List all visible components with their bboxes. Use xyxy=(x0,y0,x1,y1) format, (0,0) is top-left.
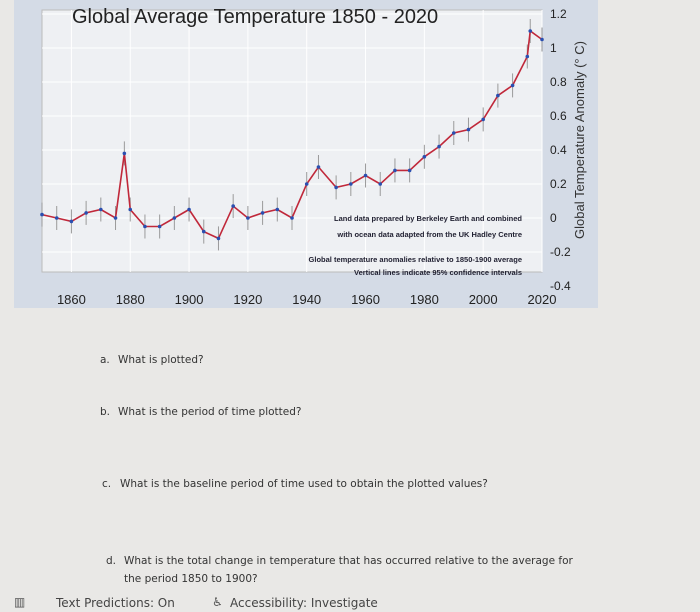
y-tick-labels: 1.2 1 0.8 0.6 0.4 0.2 0 -0.2 -0.4 xyxy=(550,7,571,293)
question-b: b. What is the period of time plotted? xyxy=(100,406,301,418)
y-tick-label-2: 0.8 xyxy=(550,75,567,89)
question-text: What is plotted? xyxy=(118,354,204,366)
y-tick-label-3: 0.6 xyxy=(550,109,567,123)
data-point-4 xyxy=(99,207,103,212)
data-point-29 xyxy=(451,131,456,135)
question-d: d. What is the total change in temperatur… xyxy=(106,555,573,567)
question-text: What is the total change in temperature … xyxy=(124,555,573,567)
x-tick-label-6: 1980 xyxy=(410,292,439,307)
question-text: What is the period of time plotted? xyxy=(118,406,302,418)
chart-title: Global Average Temperature 1850 - 2020 xyxy=(72,6,439,28)
data-point-16 xyxy=(260,211,265,215)
x-tick-label-2: 1900 xyxy=(175,292,204,307)
y-tick-label-5: 0.2 xyxy=(550,177,567,191)
question-label: c. xyxy=(102,478,112,490)
question-text: What is the baseline period of time used… xyxy=(120,478,488,490)
question-label: d. xyxy=(106,555,117,567)
data-point-23 xyxy=(363,173,368,178)
data-point-24 xyxy=(378,182,383,186)
data-point-18 xyxy=(290,216,294,220)
status-bar: ▥ Text Predictions: On ♿ Accessibility: … xyxy=(0,594,700,612)
data-point-2 xyxy=(69,219,74,224)
data-point-32 xyxy=(496,93,500,98)
data-point-17 xyxy=(275,207,280,212)
data-point-36 xyxy=(540,37,544,42)
data-point-22 xyxy=(349,182,353,186)
question-label: a. xyxy=(100,354,110,366)
data-point-1 xyxy=(54,216,59,220)
data-point-34 xyxy=(525,54,530,59)
data-point-25 xyxy=(393,168,397,173)
data-point-28 xyxy=(437,144,441,149)
data-point-19 xyxy=(304,182,309,186)
data-point-35 xyxy=(528,29,533,33)
data-point-26 xyxy=(407,168,412,173)
data-point-13 xyxy=(216,236,221,241)
data-point-20 xyxy=(316,165,321,169)
data-point-9 xyxy=(157,224,162,229)
data-point-3 xyxy=(84,211,88,215)
x-tick-label-0: 1860 xyxy=(57,292,86,307)
y-tick-label-4: 0.4 xyxy=(550,143,567,157)
x-tick-label-3: 1920 xyxy=(233,292,262,307)
y-tick-label-6: 0 xyxy=(550,211,557,225)
y-tick-label-7: -0.2 xyxy=(550,245,571,259)
y-axis-label: Global Temperature Anomaly (° C) xyxy=(572,41,587,239)
x-tick-label-8: 2020 xyxy=(528,292,557,307)
text-predictions-status[interactable]: Text Predictions: On xyxy=(56,596,175,610)
data-point-7 xyxy=(128,207,133,212)
series-markers xyxy=(40,29,544,241)
y-tick-label-0: 1.2 xyxy=(550,7,567,21)
data-point-14 xyxy=(231,204,235,208)
question-label: b. xyxy=(100,406,111,418)
annotation-1: Land data prepared by Berkeley Earth and… xyxy=(334,214,522,223)
x-tick-label-4: 1940 xyxy=(292,292,321,307)
question-a: a. What is plotted? xyxy=(100,354,204,366)
data-point-21 xyxy=(334,185,338,190)
data-point-5 xyxy=(113,216,118,220)
question-text-cont: the period 1850 to 1900? xyxy=(124,573,258,585)
y-tick-label-1: 1 xyxy=(550,41,557,55)
data-point-30 xyxy=(466,127,471,132)
data-point-0 xyxy=(40,212,44,217)
question-c: c. What is the baseline period of time us… xyxy=(102,478,488,490)
data-point-31 xyxy=(481,117,485,122)
y-tick-label-8: -0.4 xyxy=(550,279,571,293)
x-tick-label-7: 2000 xyxy=(469,292,498,307)
data-point-11 xyxy=(187,207,191,212)
temperature-chart: 1860 1880 1900 1920 1940 1960 1980 2000 2020 1.2… xyxy=(40,7,587,307)
data-point-27 xyxy=(422,155,427,159)
page-layout-icon[interactable]: ▥ xyxy=(14,595,26,609)
annotation-3: Global temperature anomalies relative to… xyxy=(309,255,522,264)
annotation-4: Vertical lines indicate 95% confidence i… xyxy=(354,268,522,277)
accessibility-status[interactable]: Accessibility: Investigate xyxy=(230,596,378,610)
accessibility-icon[interactable]: ♿ xyxy=(212,595,223,609)
data-point-15 xyxy=(246,216,250,220)
data-point-6 xyxy=(122,151,127,156)
question-d-cont: the period 1850 to 1900? xyxy=(124,573,258,585)
x-tick-labels: 1860 1880 1900 1920 1940 1960 1980 2000 2020 xyxy=(57,292,557,307)
x-tick-label-5: 1960 xyxy=(351,292,380,307)
data-point-8 xyxy=(143,224,147,229)
chart-figure: 1860 1880 1900 1920 1940 1960 1980 2000 2020 1.2… xyxy=(14,0,598,308)
annotation-2: with ocean data adapted from the UK Hadl… xyxy=(336,230,522,239)
data-point-10 xyxy=(172,216,177,220)
x-tick-label-1: 1880 xyxy=(116,292,145,307)
data-point-12 xyxy=(201,229,206,234)
data-point-33 xyxy=(510,83,515,88)
